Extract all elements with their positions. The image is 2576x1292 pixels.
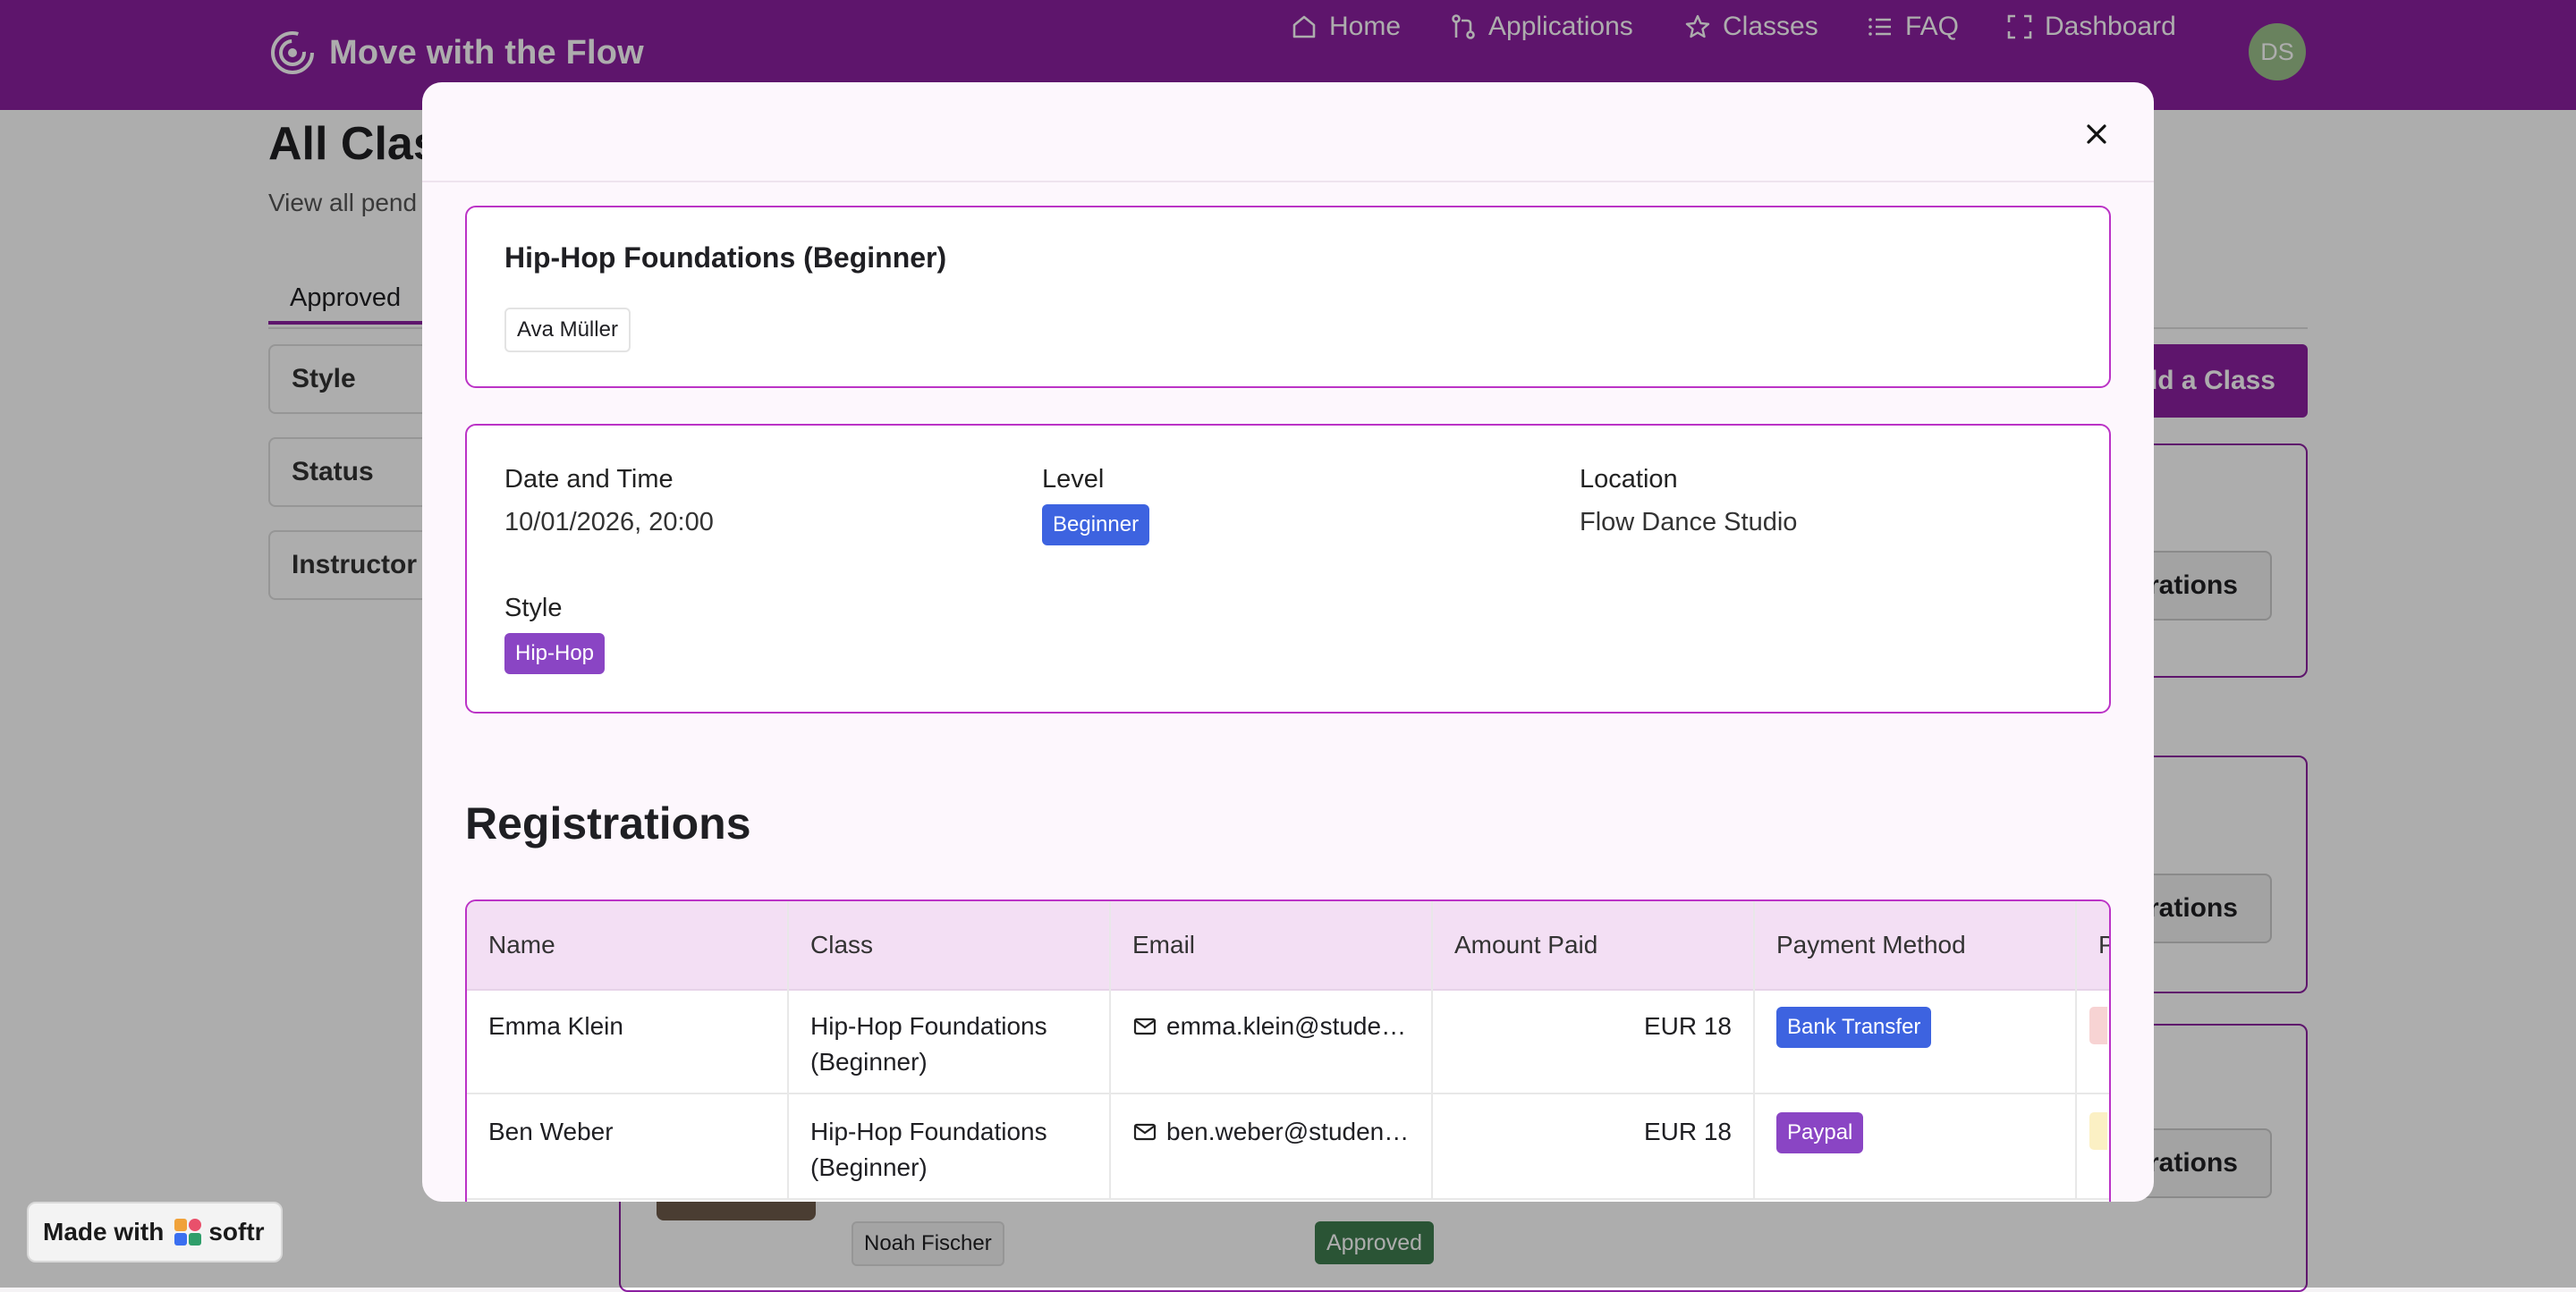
cell-payment-method: Paypal <box>1755 1094 2077 1198</box>
nav-faq-label: FAQ <box>1905 12 1960 41</box>
level-label: Level <box>1042 465 1105 494</box>
tab-approved[interactable]: Approved <box>268 271 429 325</box>
registrations-table: Name Class Email Amount Paid Payment Met… <box>465 899 2111 1202</box>
column-header-amount-paid[interactable]: Amount Paid <box>1433 901 1755 989</box>
mail-icon <box>1133 1123 1157 1141</box>
made-with-label: Made with <box>43 1218 165 1246</box>
close-button[interactable] <box>2077 114 2116 154</box>
payment-status-badge <box>2089 1112 2107 1150</box>
softr-wordmark: softr <box>208 1218 265 1246</box>
list-icon <box>1868 18 1891 36</box>
softr-logo: softr <box>173 1217 265 1247</box>
nav-faq[interactable]: FAQ <box>1866 0 1959 54</box>
style-badge: Hip-Hop <box>504 633 606 674</box>
class-details-card: Date and Time 10/01/2026, 20:00 Level Be… <box>465 424 2111 714</box>
location-label: Location <box>1580 465 1678 494</box>
class-summary-card: Hip-Hop Foundations (Beginner) Ava Mülle… <box>465 206 2111 388</box>
app-title: Move with the Flow <box>329 33 644 72</box>
mail-icon <box>1133 1018 1157 1035</box>
registrations-heading: Registrations <box>465 798 751 849</box>
cell-email[interactable]: ben.weber@student.example <box>1111 1094 1433 1198</box>
nav-home-label: Home <box>1329 12 1402 41</box>
home-icon <box>1292 15 1316 38</box>
page-title: All Clas <box>268 118 439 170</box>
class-title: Hip-Hop Foundations (Beginner) <box>504 241 947 274</box>
star-icon <box>1685 14 1710 38</box>
style-label: Style <box>504 594 563 622</box>
status-badge: Approved <box>1315 1221 1435 1264</box>
cell-class: Hip-Hop Foundations (Beginner) <box>789 1094 1111 1198</box>
date-label: Date and Time <box>504 465 674 494</box>
location-value: Flow Dance Studio <box>1580 508 1798 536</box>
modal-header <box>422 82 2154 182</box>
filter-instructor[interactable]: Instructor <box>268 530 447 600</box>
cell-name: Emma Klein <box>467 989 789 1093</box>
nav-dashboard[interactable]: Dashboard <box>2005 0 2176 54</box>
email-link[interactable]: emma.klein@student.example <box>1166 1012 1410 1040</box>
nav-classes[interactable]: Classes <box>1683 0 1818 54</box>
softr-logo-icon <box>174 1219 202 1246</box>
user-avatar[interactable]: DS <box>2249 23 2306 80</box>
page-subtitle: View all pend <box>268 189 418 216</box>
table-header-row <box>467 901 2109 991</box>
column-header-email[interactable]: Email <box>1111 901 1433 989</box>
cell-amount: EUR 18 <box>1433 1094 1755 1198</box>
expand-icon <box>2007 14 2032 39</box>
nav-dashboard-label: Dashboard <box>2045 12 2176 41</box>
column-header-payment-method[interactable]: Payment Method <box>1755 901 2077 989</box>
cell-amount: EUR 18 <box>1433 989 1755 1093</box>
close-icon <box>2087 124 2106 144</box>
made-with-softr-badge[interactable]: Made with softr <box>27 1202 283 1262</box>
level-badge: Beginner <box>1042 504 1150 545</box>
row-divider <box>467 1093 2109 1094</box>
payment-method-badge: Paypal <box>1776 1112 1864 1153</box>
cell-email[interactable]: emma.klein@student.example <box>1111 989 1433 1093</box>
spiral-logo-icon <box>271 31 314 74</box>
payment-method-badge: Bank Transfer <box>1776 1007 1932 1048</box>
nav-applications-label: Applications <box>1488 12 1633 41</box>
cell-name: Ben Weber <box>467 1094 789 1198</box>
column-header-name[interactable]: Name <box>467 901 789 989</box>
column-header-payment-status[interactable]: P <box>2077 901 2109 989</box>
class-detail-modal: Hip-Hop Foundations (Beginner) Ava Mülle… <box>422 82 2154 1202</box>
instructor-chip: Noah Fischer <box>852 1221 1004 1266</box>
nav-classes-label: Classes <box>1723 12 1818 41</box>
row-divider <box>467 1198 2109 1200</box>
git-pull-icon <box>1452 14 1475 39</box>
nav-applications[interactable]: Applications <box>1449 0 1633 54</box>
column-header-class[interactable]: Class <box>789 901 1111 989</box>
brand-link[interactable]: Move with the Flow <box>268 29 644 77</box>
date-value: 10/01/2026, 20:00 <box>504 508 714 536</box>
instructor-tag: Ava Müller <box>504 308 631 352</box>
cell-payment-method: Bank Transfer <box>1755 989 2077 1093</box>
email-link[interactable]: ben.weber@student.example <box>1166 1118 1410 1145</box>
cell-class: Hip-Hop Foundations (Beginner) <box>789 989 1111 1093</box>
nav-home[interactable]: Home <box>1290 0 1401 54</box>
payment-status-badge <box>2089 1007 2107 1044</box>
